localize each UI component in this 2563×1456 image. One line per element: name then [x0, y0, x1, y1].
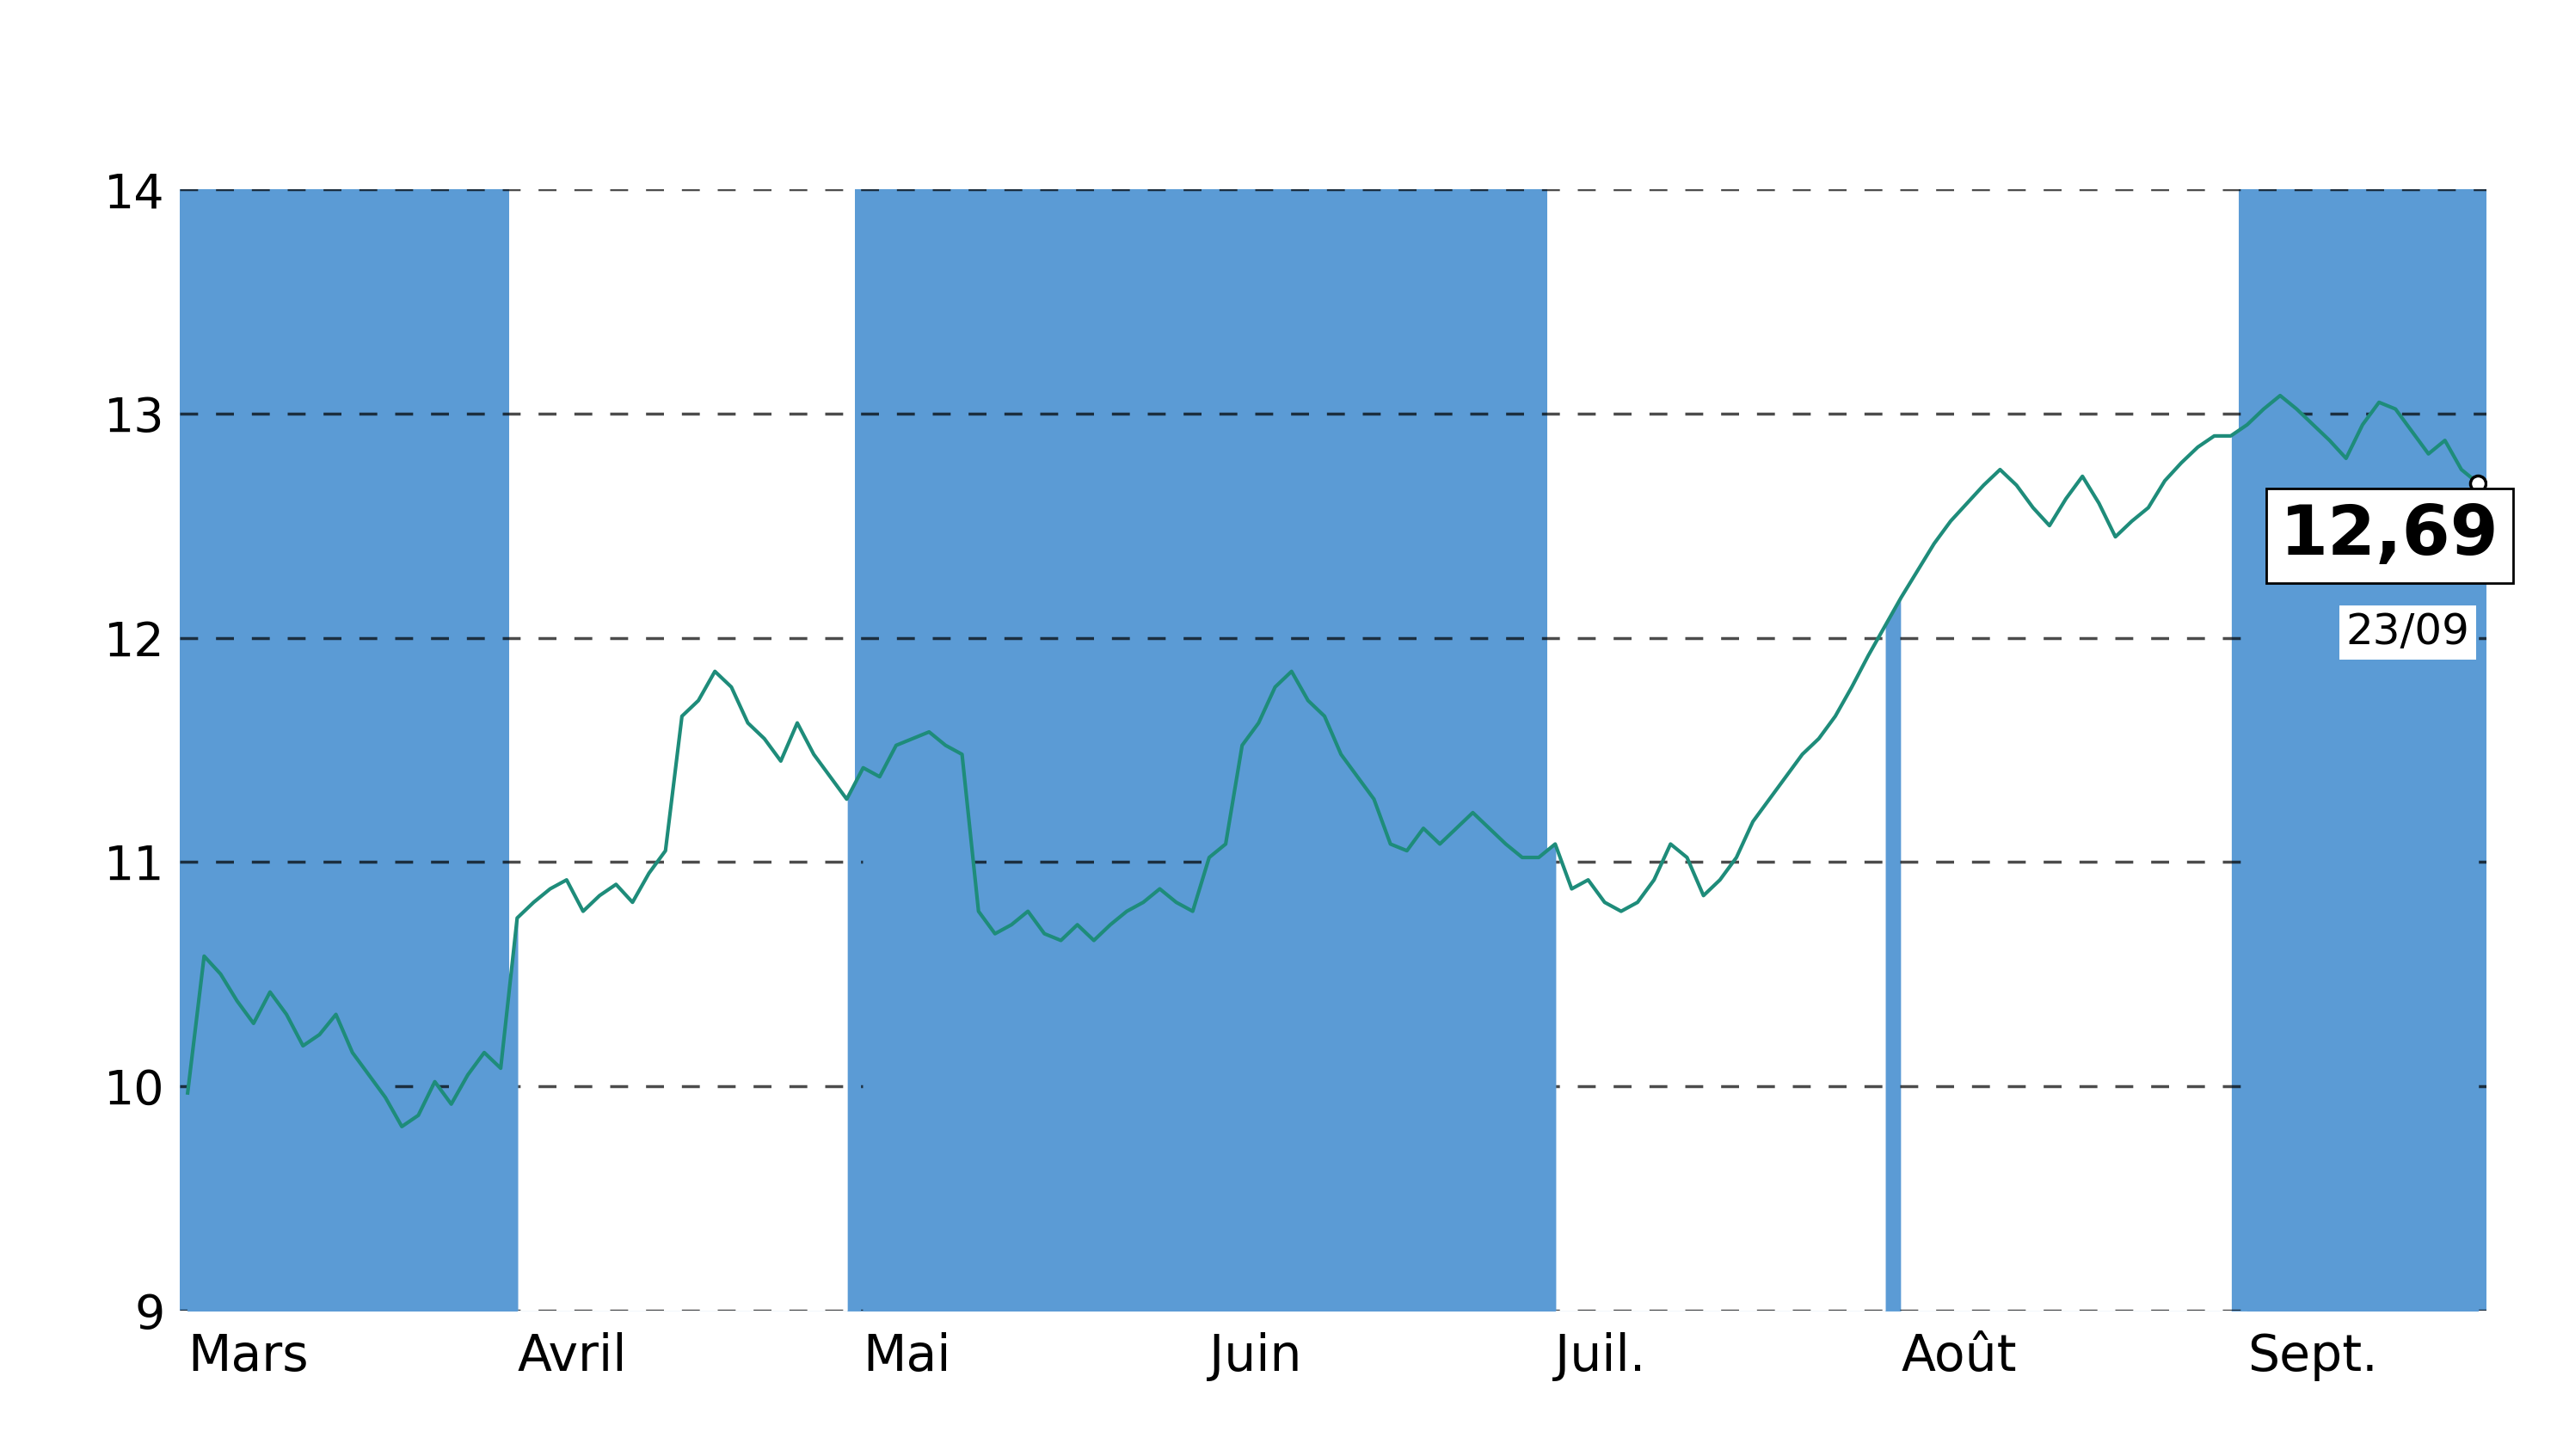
Bar — [2240, 189, 2501, 1310]
Text: 12,69: 12,69 — [2281, 502, 2499, 569]
Text: Grand City Properties SA: Grand City Properties SA — [661, 33, 1902, 119]
Bar — [179, 189, 510, 1310]
Bar — [1202, 189, 1548, 1310]
Text: 23/09: 23/09 — [2345, 612, 2471, 654]
Bar — [856, 189, 1202, 1310]
